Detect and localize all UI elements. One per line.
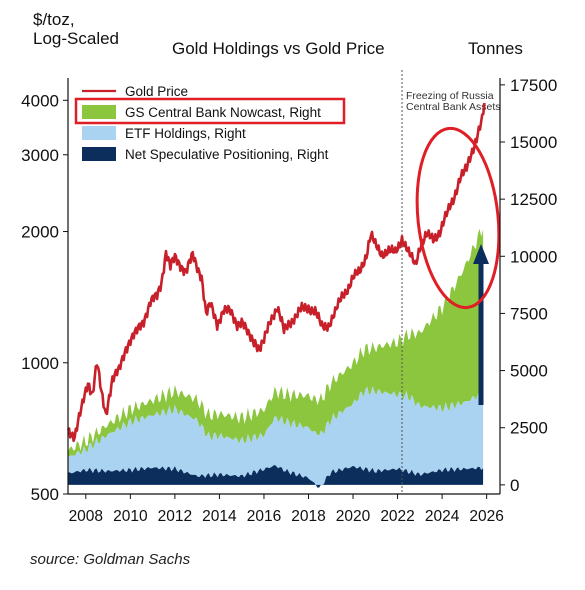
source-note: source: Goldman Sachs — [30, 551, 191, 568]
legend-swatch — [82, 126, 116, 140]
left-tick-label: 2000 — [21, 223, 59, 242]
x-tick-label: 2024 — [425, 508, 460, 525]
x-tick-label: 2022 — [380, 508, 414, 525]
right-tick-label: 15000 — [510, 133, 557, 152]
x-tick-label: 2014 — [202, 508, 237, 525]
legend-label: Net Speculative Positioning, Right — [125, 147, 329, 162]
etf-holdings-area — [68, 386, 484, 485]
annotation-text: Freezing of Russia — [406, 90, 494, 102]
x-tick-label: 2008 — [69, 508, 103, 525]
left-tick-label: 1000 — [21, 354, 59, 373]
x-tick-label: 2010 — [113, 508, 148, 525]
central-bank-area — [68, 228, 484, 457]
x-tick-label: 2026 — [469, 508, 503, 525]
chart-title: Gold Holdings vs Gold Price — [172, 39, 385, 58]
legend-label: ETF Holdings, Right — [125, 126, 246, 141]
legend-label: Gold Price — [125, 84, 188, 99]
x-tick-label: 2016 — [247, 508, 281, 525]
left-tick-label: 500 — [31, 485, 59, 504]
right-tick-label: 10000 — [510, 247, 557, 266]
right-tick-label: 7500 — [510, 304, 548, 323]
right-tick-label: 5000 — [510, 362, 548, 381]
right-axis-title: Tonnes — [468, 39, 523, 58]
up-arrow-head — [473, 244, 489, 264]
x-tick-label: 2018 — [291, 508, 325, 525]
left-tick-label: 3000 — [21, 146, 59, 165]
right-tick-label: 0 — [510, 476, 519, 495]
left-axis-title: $/toz, Log-Scaled — [33, 10, 120, 48]
x-tick-label: 2012 — [158, 508, 192, 525]
legend-swatch — [82, 105, 116, 119]
right-tick-label: 12500 — [510, 190, 557, 209]
speculative-positioning-area — [68, 464, 484, 488]
legend-label: GS Central Bank Nowcast, Right — [125, 105, 321, 120]
legend-highlight-box — [74, 97, 346, 125]
annotation-text: Central Bank Assets — [406, 101, 501, 113]
right-tick-label: 17500 — [510, 76, 557, 95]
legend-swatch — [82, 147, 116, 161]
right-tick-label: 2500 — [510, 419, 548, 438]
gold-price-line — [66, 102, 486, 443]
x-tick-label: 2020 — [336, 508, 371, 525]
highlight-ellipse — [415, 126, 501, 310]
left-tick-label: 4000 — [21, 91, 59, 110]
